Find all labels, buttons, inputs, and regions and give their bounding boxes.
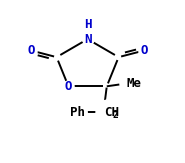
Text: O: O	[65, 80, 72, 93]
Text: H: H	[84, 18, 91, 31]
Text: Ph: Ph	[70, 106, 85, 119]
Text: CH: CH	[104, 106, 119, 119]
Text: Me: Me	[127, 77, 142, 89]
Text: O: O	[28, 44, 35, 57]
Text: 2: 2	[113, 110, 119, 120]
Text: N: N	[84, 33, 91, 46]
Text: O: O	[140, 44, 148, 57]
